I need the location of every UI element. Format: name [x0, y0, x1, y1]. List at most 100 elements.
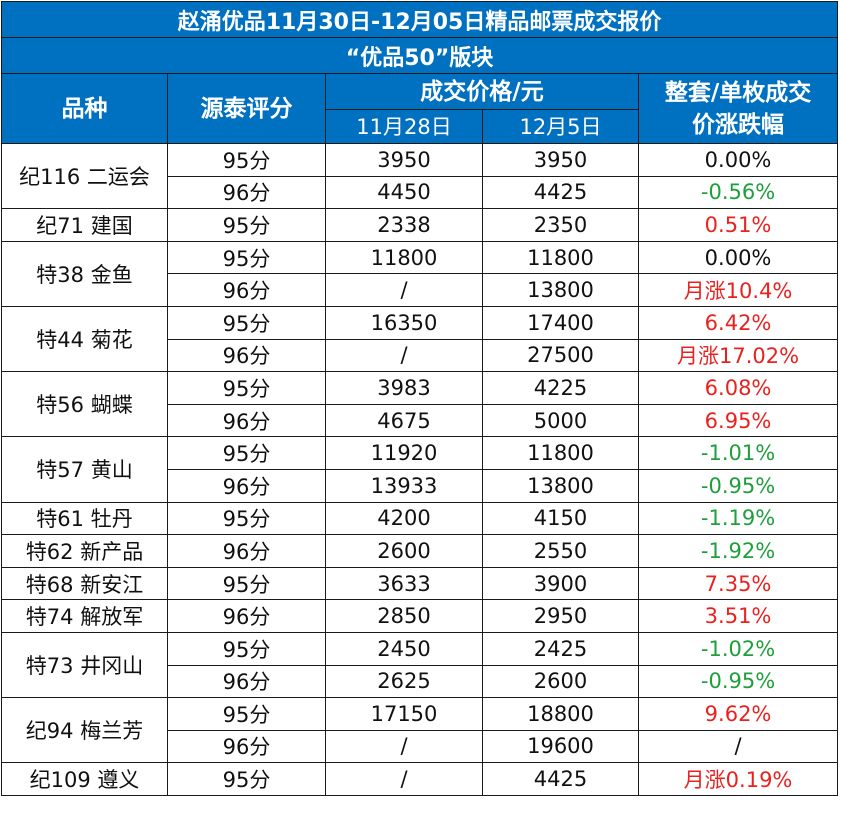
score-cell: 95分 — [167, 208, 326, 242]
price-dec5-cell: 13800 — [482, 273, 639, 307]
score-cell: 96分 — [167, 534, 326, 568]
table-row: 特68 新安江 95分 3633 3900 7.35% — [1, 566, 839, 601]
change-cell: -0.95% — [637, 664, 839, 699]
table-row: 特57 黄山 95分 11920 11800 -1.01% — [1, 436, 839, 503]
change-cell: 9.62% — [637, 697, 839, 731]
price-dec5-cell: 18800 — [482, 697, 639, 731]
price-nov28-cell: / — [325, 729, 483, 764]
table-row: 96分/13800 月涨10.4% — [2, 273, 839, 307]
score-cell: 95分 — [167, 436, 326, 470]
price-dec5-cell: 2550 — [482, 534, 639, 568]
table-row: 纪71 建国 95分 2338 2350 0.51% — [1, 208, 839, 242]
price-nov28-cell: 16350 — [325, 305, 483, 340]
score-cell: 95分 — [167, 501, 326, 536]
table-row: 特38 金鱼 95分 11800 11800 0.00% — [1, 240, 839, 307]
price-dec5-cell: 2425 — [482, 631, 639, 666]
price-dec5-cell: 2350 — [482, 208, 639, 242]
price-dec5-cell: 4150 — [482, 501, 639, 536]
change-cell: -0.95% — [637, 468, 839, 503]
price-dec5-cell: 5000 — [482, 403, 639, 438]
price-nov28-cell: 3983 — [325, 371, 483, 405]
score-cell: 95分 — [167, 697, 326, 731]
price-dec5-cell: 4425 — [482, 762, 639, 796]
price-nov28-cell: / — [325, 338, 483, 373]
table-row: 特74 解放军 96分 2850 2950 3.51% — [1, 599, 839, 633]
price-dec5-cell: 27500 — [482, 338, 639, 373]
score-cell: 95分 — [167, 143, 326, 177]
header-date-2: 12月5日 — [482, 109, 639, 144]
price-nov28-cell: 3633 — [325, 566, 483, 601]
score-cell: 95分 — [167, 762, 326, 796]
score-cell: 96分 — [167, 664, 326, 699]
change-cell: -1.02% — [637, 631, 839, 666]
price-nov28-cell: 3950 — [325, 143, 483, 177]
score-cell: 95分 — [167, 240, 326, 275]
variety-cell: 纪109 遵义 — [1, 762, 168, 796]
score-cell: 95分 — [167, 566, 326, 601]
table-row: 特61 牡丹 95分 4200 4150 -1.19% — [1, 501, 839, 536]
price-nov28-cell: 2450 — [325, 631, 483, 666]
change-cell: 0.00% — [637, 240, 839, 275]
score-cell: 96分 — [167, 175, 326, 210]
price-table: 赵涌优品11月30日-12月05日精品邮票成交报价 “优品50”版块 品种 源泰… — [0, 1, 839, 796]
table-row: 96分/27500 月涨17.02% — [2, 338, 839, 373]
price-dec5-cell: 3950 — [482, 143, 639, 177]
variety-cell: 特74 解放军 — [1, 599, 168, 633]
change-cell: 6.08% — [637, 371, 839, 405]
score-cell: 95分 — [167, 371, 326, 405]
table-row: 纪94 梅兰芳 95分 17150 18800 9.62% — [1, 697, 839, 764]
price-dec5-cell: 2950 — [482, 599, 639, 633]
price-nov28-cell: 13933 — [325, 468, 483, 503]
variety-cell: 特56 蝴蝶 — [1, 371, 168, 438]
change-cell: / — [637, 729, 839, 764]
header-change-line1: 整套/单枚成交 — [664, 79, 812, 106]
variety-cell: 特62 新产品 — [1, 534, 168, 568]
change-cell: 0.51% — [637, 208, 839, 242]
variety-cell: 特61 牡丹 — [1, 501, 168, 536]
table-row: 特73 井冈山 95分 2450 2425 -1.02% — [1, 631, 839, 699]
price-nov28-cell: 2600 — [325, 534, 483, 568]
change-cell: 0.00% — [637, 143, 839, 177]
price-dec5-cell: 11800 — [482, 436, 639, 470]
price-dec5-cell: 13800 — [482, 468, 639, 503]
variety-cell: 特44 菊花 — [1, 305, 168, 373]
table-subtitle: “优品50”版块 — [0, 37, 839, 74]
price-nov28-cell: / — [325, 273, 483, 307]
price-nov28-cell: 2850 — [325, 599, 483, 633]
price-nov28-cell: 17150 — [325, 697, 483, 731]
variety-cell: 特57 黄山 — [1, 436, 168, 503]
score-cell: 96分 — [167, 338, 326, 373]
price-nov28-cell: 11800 — [325, 240, 483, 275]
change-cell: 6.42% — [637, 305, 839, 340]
price-dec5-cell: 19600 — [482, 729, 639, 764]
header-variety: 品种 — [1, 73, 168, 144]
header-date-1: 11月28日 — [325, 109, 483, 144]
variety-cell: 特73 井冈山 — [1, 631, 168, 699]
price-dec5-cell: 4225 — [482, 371, 639, 405]
header-change: 整套/单枚成交 价涨跌幅 — [637, 73, 839, 144]
change-cell: 月涨10.4% — [637, 273, 839, 307]
price-dec5-cell: 11800 — [482, 240, 639, 275]
table-row: 特44 菊花 95分 16350 17400 6.42% — [1, 305, 839, 373]
table-row: 96分/19600/ — [2, 729, 839, 764]
price-nov28-cell: / — [325, 762, 483, 796]
price-nov28-cell: 4675 — [325, 403, 483, 438]
variety-cell: 特68 新安江 — [1, 566, 168, 601]
header-price: 成交价格/元 — [325, 73, 639, 110]
score-cell: 96分 — [167, 729, 326, 764]
price-dec5-cell: 17400 — [482, 305, 639, 340]
price-nov28-cell: 4450 — [325, 175, 483, 210]
change-cell: 3.51% — [637, 599, 839, 633]
table-row: 特56 蝴蝶 95分 3983 4225 6.08% — [1, 371, 839, 438]
table-body: 纪116 二运会 95分 3950 3950 0.00% 96分 4450 4425 -0.56… — [1, 142, 839, 796]
price-dec5-cell: 4425 — [482, 175, 639, 210]
score-cell: 96分 — [167, 599, 326, 633]
table-row: 纪109 遵义 95分/4425 月涨0.19% — [1, 762, 839, 796]
variety-cell: 纪116 二运会 — [1, 142, 168, 210]
price-nov28-cell: 2338 — [325, 208, 483, 242]
change-cell: 月涨17.02% — [637, 338, 839, 373]
header-change-line2: 价涨跌幅 — [692, 111, 785, 138]
table-title: 赵涌优品11月30日-12月05日精品邮票成交报价 — [0, 1, 839, 38]
table-row: 特62 新产品 96分 2600 2550 -1.92% — [1, 534, 839, 568]
change-cell: -0.56% — [637, 175, 839, 210]
